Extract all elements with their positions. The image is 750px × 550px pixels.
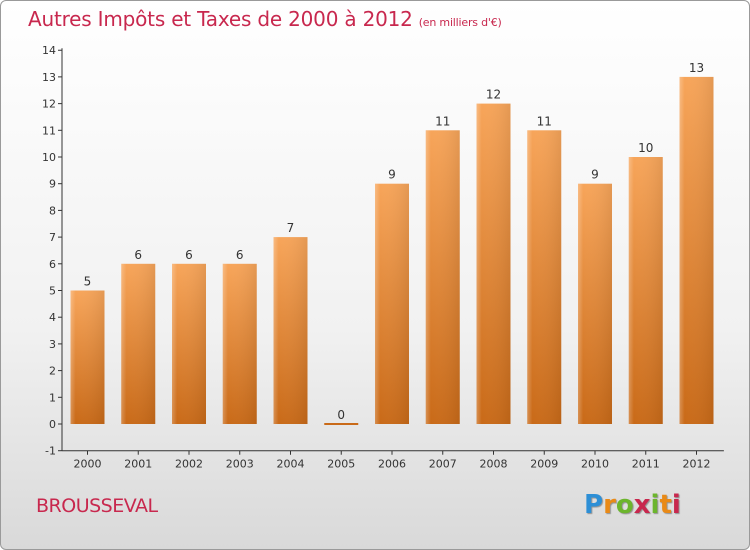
x-tick-label: 2000: [74, 458, 102, 471]
bar-shade: [70, 290, 105, 424]
bar-shade: [578, 183, 612, 424]
x-tick-label: 2003: [226, 458, 254, 471]
data-label: 10: [638, 141, 653, 155]
x-tick-label: 2005: [327, 458, 355, 471]
logo-letter: o: [615, 490, 634, 520]
x-tick-label: 2001: [124, 458, 152, 471]
data-label: 9: [591, 168, 599, 182]
logo-letter: r: [603, 490, 616, 520]
x-tick-label: 2004: [277, 458, 305, 471]
x-tick-label: 2002: [175, 458, 203, 471]
y-tick-label: 13: [42, 71, 56, 84]
data-label: 7: [287, 221, 295, 235]
x-tick-label: 2011: [632, 458, 660, 471]
x-tick-label: 2009: [530, 458, 558, 471]
chart-title: Autres Impôts et Taxes de 2000 à 2012 (en…: [28, 7, 502, 31]
y-tick-label: 0: [49, 418, 56, 431]
chart-title-text: Autres Impôts et Taxes de 2000 à 2012: [28, 7, 413, 31]
y-tick-label: 4: [49, 311, 56, 324]
chart-unit: (en milliers d'€): [418, 16, 502, 29]
data-label: 11: [537, 114, 552, 128]
x-tick-label: 2012: [683, 458, 711, 471]
bar-shade: [679, 76, 714, 425]
y-tick-label: 12: [42, 98, 56, 111]
bar-shade: [527, 130, 562, 425]
y-tick-label: 9: [49, 178, 56, 191]
y-tick-label: 11: [42, 124, 56, 137]
place-name: BROUSSEVAL: [36, 495, 158, 517]
bar-shade: [273, 237, 308, 424]
y-tick-label: 3: [49, 338, 56, 351]
logo-letter: i: [650, 490, 660, 520]
y-tick-label: 1: [49, 391, 56, 404]
y-tick-label: -1: [45, 445, 56, 458]
logo-letter: x: [633, 490, 651, 520]
y-tick-label: 6: [49, 258, 56, 271]
data-label: 6: [134, 248, 142, 262]
proxiti-logo[interactable]: Proxiti: [584, 490, 681, 520]
data-label: 5: [84, 275, 92, 289]
data-label: 0: [337, 408, 345, 422]
bar: [324, 423, 359, 425]
data-label: 12: [486, 88, 501, 102]
bar-shade: [375, 183, 409, 424]
bar-shade: [121, 263, 156, 424]
bar-shade: [476, 103, 511, 424]
logo-letter: i: [671, 490, 681, 520]
y-tick-label: 7: [49, 231, 56, 244]
bar-shade: [425, 130, 460, 425]
data-label: 6: [185, 248, 193, 262]
bar-shade: [172, 263, 206, 424]
y-tick-label: 14: [42, 44, 56, 57]
logo-letter: P: [584, 490, 604, 520]
y-tick-label: 5: [49, 285, 56, 298]
data-label: 11: [435, 114, 450, 128]
y-tick-label: 8: [49, 204, 56, 217]
data-label: 6: [236, 248, 244, 262]
bar-shade: [628, 157, 663, 424]
x-tick-label: 2008: [480, 458, 508, 471]
logo-letter: t: [659, 490, 672, 520]
y-tick-label: 2: [49, 365, 56, 378]
data-label: 9: [388, 168, 396, 182]
bar-shade: [222, 263, 257, 424]
x-tick-label: 2007: [429, 458, 457, 471]
x-tick-label: 2010: [581, 458, 609, 471]
y-tick-label: 10: [42, 151, 56, 164]
x-tick-label: 2006: [378, 458, 406, 471]
data-label: 13: [689, 61, 704, 75]
